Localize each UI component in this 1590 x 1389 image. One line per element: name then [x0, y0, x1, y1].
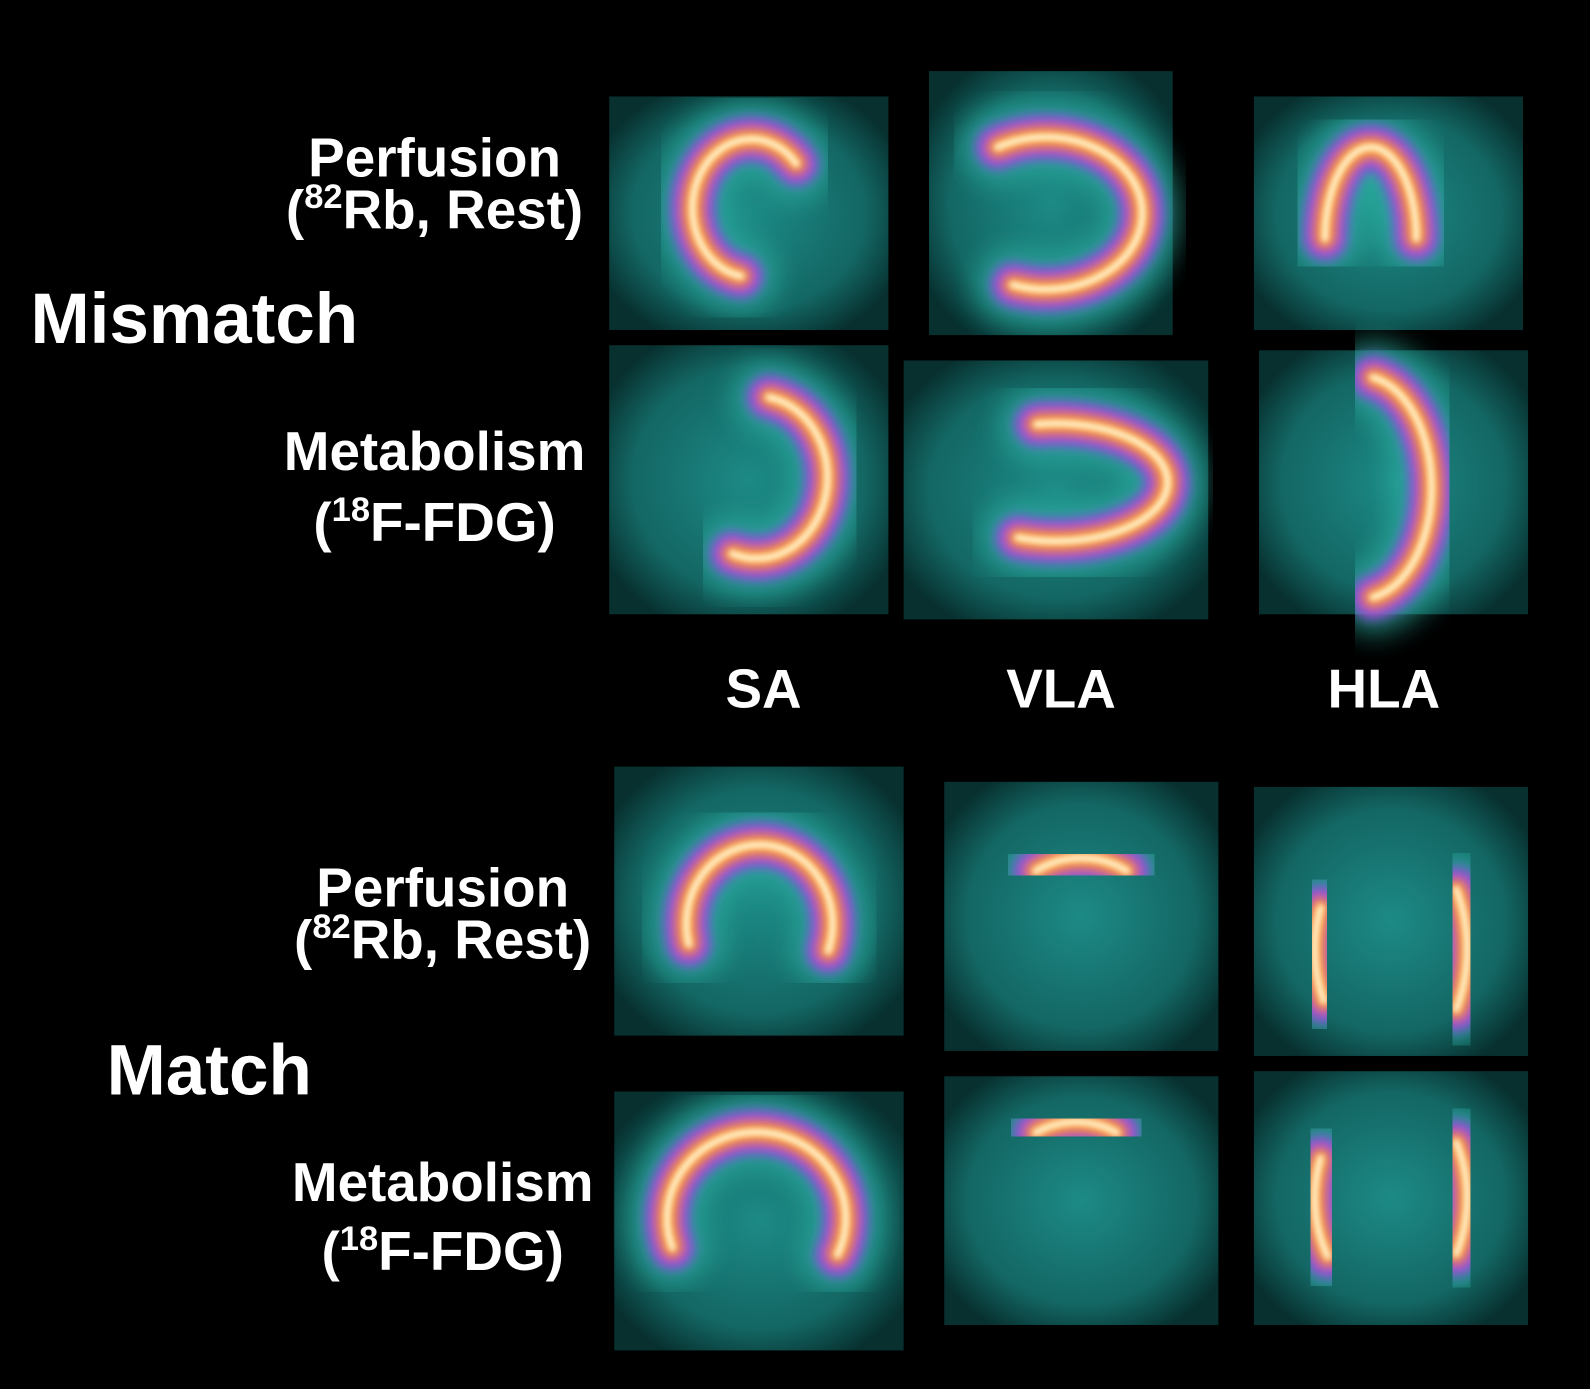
- scan-image: [614, 1091, 904, 1351]
- scan-image: [1253, 1071, 1529, 1326]
- scan-image: [609, 345, 889, 615]
- group-label: Mismatch: [30, 280, 358, 359]
- tracer-paren: (: [321, 1220, 340, 1282]
- uptake-core: [1311, 904, 1328, 1005]
- tracer-paren: (: [286, 178, 305, 240]
- view-label: HLA: [1328, 658, 1441, 720]
- row-title: Perfusion: [316, 857, 569, 919]
- uptake-core: [1311, 1154, 1332, 1261]
- uptake-core: [688, 135, 801, 280]
- scan-image: [1253, 96, 1523, 330]
- uptake-core: [1032, 1118, 1121, 1137]
- tracer-isotope: 82: [304, 178, 342, 216]
- scan-image: [614, 766, 904, 1036]
- scan-panels: [609, 71, 1529, 1351]
- tracer-name: F-FDG): [378, 1220, 564, 1282]
- uptake-core: [1014, 419, 1172, 545]
- scan-image: [903, 360, 1209, 620]
- row-title: Metabolism: [292, 1151, 594, 1213]
- uptake-core: [1452, 885, 1471, 1013]
- uptake-core: [728, 393, 832, 562]
- uptake-core: [1321, 143, 1420, 243]
- tracer-name: Rb, Rest): [343, 178, 584, 240]
- scan-image: [1253, 786, 1529, 1056]
- uptake-core: [663, 1128, 850, 1259]
- view-label: SA: [725, 658, 801, 720]
- scan-image: [929, 71, 1178, 336]
- tracer-isotope: 18: [332, 491, 370, 529]
- uptake-core: [994, 133, 1146, 293]
- row-tracer: (82Rb, Rest): [294, 908, 591, 970]
- row-title: Perfusion: [308, 127, 561, 189]
- row-tracer: (82Rb, Rest): [286, 178, 583, 240]
- row-tracer: (18F-FDG): [313, 491, 555, 553]
- tracer-paren: (: [294, 908, 313, 970]
- scan-background: [944, 781, 1219, 1051]
- row-title: Metabolism: [284, 420, 586, 482]
- row-tracer: (18F-FDG): [321, 1220, 563, 1282]
- group-label: Match: [107, 1032, 312, 1111]
- uptake-core: [1032, 854, 1131, 875]
- uptake-core: [1369, 373, 1436, 601]
- uptake-core: [1452, 1138, 1471, 1258]
- tracer-isotope: 82: [312, 908, 350, 946]
- scan-image: [944, 1076, 1219, 1326]
- tracer-isotope: 18: [340, 1220, 378, 1258]
- tracer-name: Rb, Rest): [351, 908, 592, 970]
- scan-image: [1259, 341, 1529, 633]
- view-label: VLA: [1006, 658, 1116, 720]
- tracer-paren: (: [313, 491, 332, 553]
- uptake-core: [682, 841, 837, 955]
- scan-image: [944, 781, 1219, 1051]
- tracer-name: F-FDG): [370, 491, 556, 553]
- scan-image: [609, 96, 889, 330]
